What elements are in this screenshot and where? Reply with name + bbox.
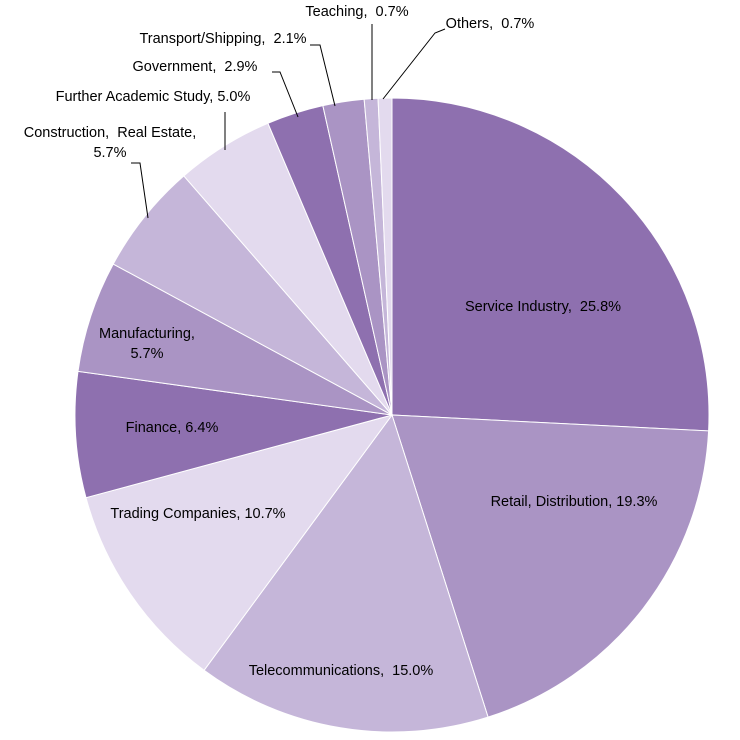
slice-label: Retail, Distribution, 19.3% [491, 494, 658, 510]
pie-slice-service-industry [391, 97, 710, 432]
leader-lines [131, 24, 446, 219]
slice-label-line: Others, 0.7% [446, 16, 535, 32]
slice-label-line: Transport/Shipping, 2.1% [139, 31, 306, 47]
leader-line [382, 28, 446, 100]
slice-label: Transport/Shipping, 2.1% [139, 31, 306, 47]
slice-labels: Service Industry, 25.8% Retail, Distribut… [24, 4, 658, 679]
slice-label-line: Finance, 6.4% [126, 420, 219, 436]
slice-label: Finance, 6.4% [126, 420, 219, 436]
slice-label: Further Academic Study, 5.0% [56, 89, 251, 105]
slice-label-line: Teaching, 0.7% [305, 4, 408, 20]
slice-label-line: Further Academic Study, 5.0% [56, 89, 251, 105]
slice-label-line: Manufacturing, [99, 326, 195, 342]
pie-slice-trading-companies [85, 414, 394, 671]
slice-label-line: Service Industry, 25.8% [465, 299, 621, 315]
slice-label: Construction, Real Estate, 5.7% [24, 125, 196, 161]
pie-slice-retail-distribution [391, 414, 710, 718]
pie-slice-telecommunications [203, 413, 489, 733]
slice-label: Teaching, 0.7% [305, 4, 408, 20]
leader-line [272, 71, 299, 118]
slice-label: Others, 0.7% [446, 16, 535, 32]
slice-label-line: Trading Companies, 10.7% [110, 506, 285, 522]
pie-slices [74, 97, 710, 733]
slice-label: Telecommunications, 15.0% [249, 663, 434, 679]
slice-label: Trading Companies, 10.7% [110, 506, 285, 522]
slice-label-line: Construction, Real Estate, [24, 125, 196, 141]
slice-label-line: 5.7% [130, 346, 163, 362]
slice-label-line: Telecommunications, 15.0% [249, 663, 434, 679]
slice-label: Manufacturing, 5.7% [99, 326, 195, 362]
leader-line [310, 44, 336, 107]
slice-label-line: 5.7% [93, 145, 126, 161]
pie-slice-finance [74, 370, 393, 499]
slice-label: Government, 2.9% [133, 59, 258, 75]
slice-label-line: Retail, Distribution, 19.3% [491, 494, 658, 510]
slice-label-line: Government, 2.9% [133, 59, 258, 75]
leader-line [131, 162, 149, 219]
pie-slice-others [377, 97, 393, 416]
slice-label: Service Industry, 25.8% [465, 299, 621, 315]
